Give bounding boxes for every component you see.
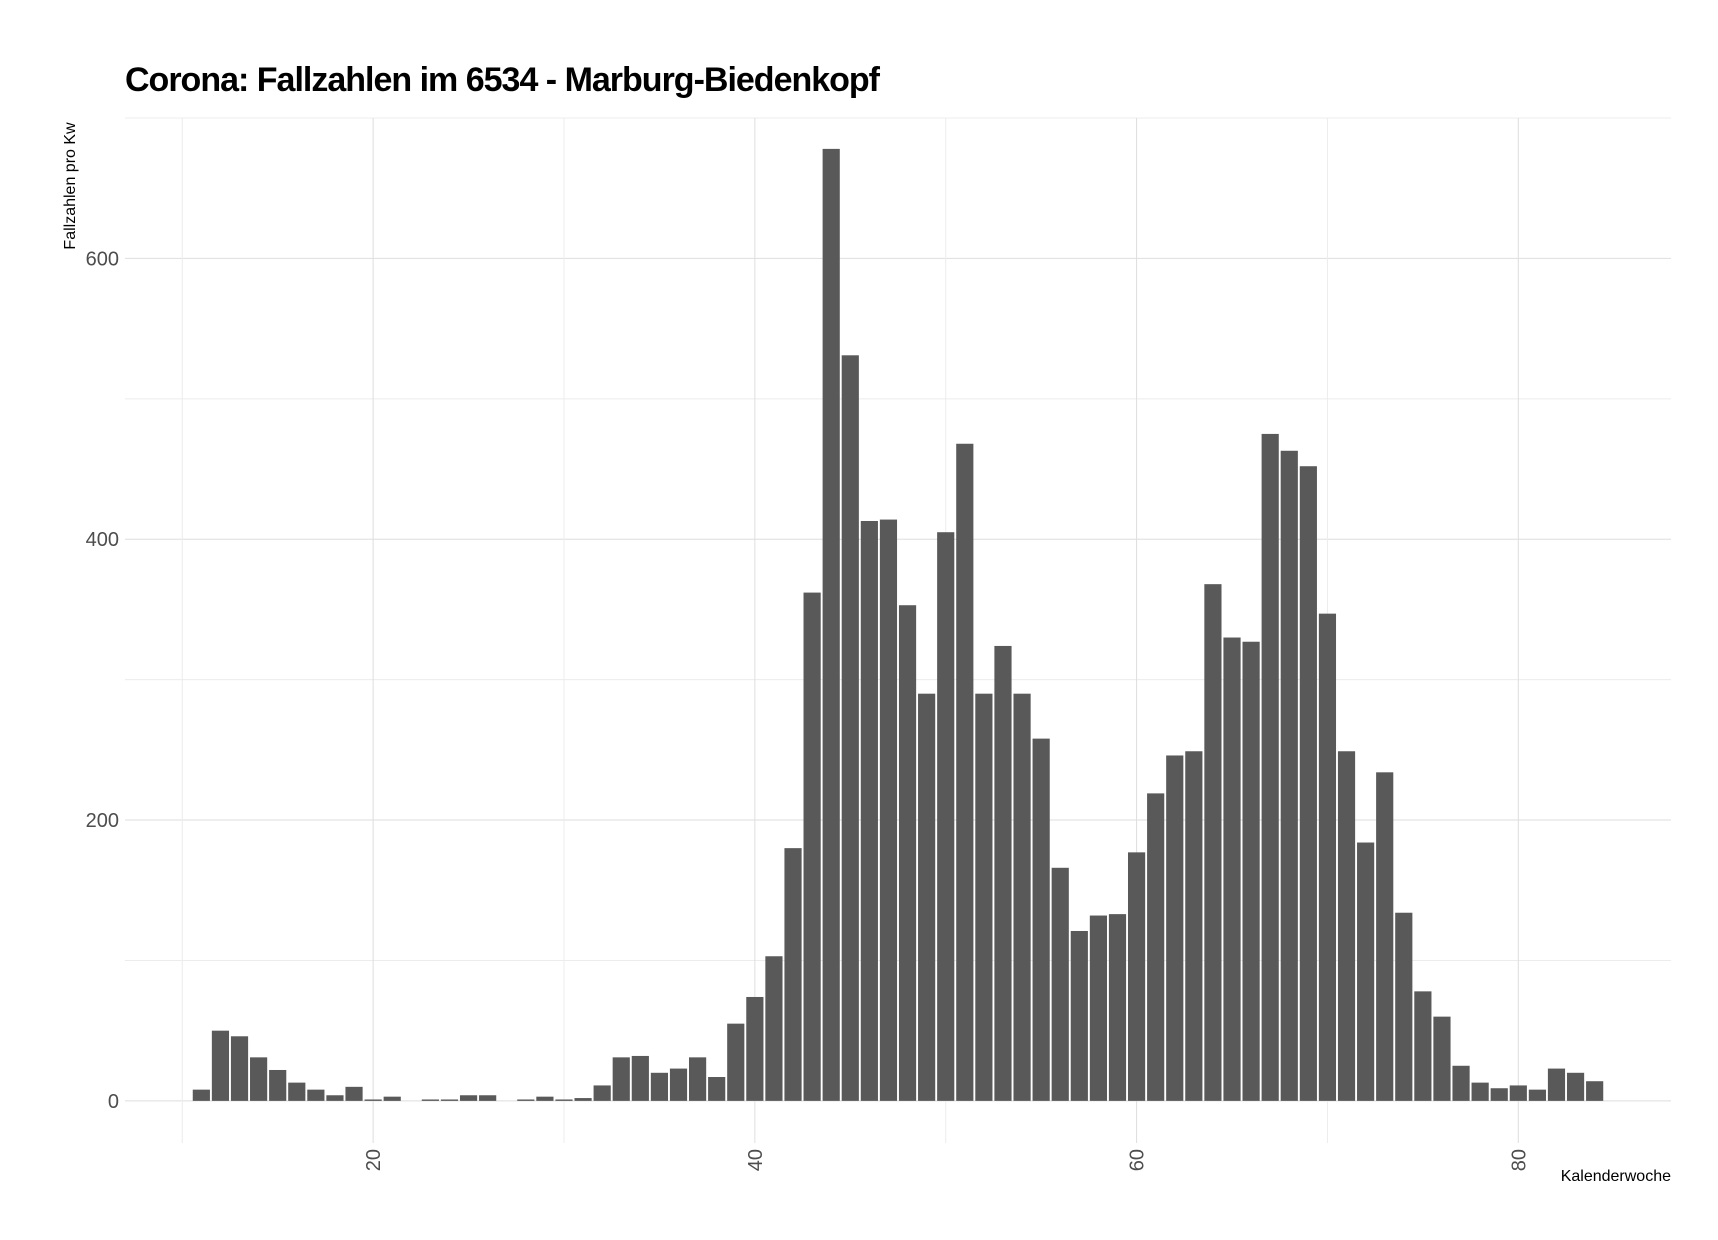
y-tick-label: 0 [108,1091,119,1113]
bar [1051,867,1069,1101]
bar [631,1055,649,1101]
bar [1070,930,1088,1101]
bar [860,520,878,1101]
bar [650,1072,669,1101]
bar [574,1098,592,1101]
x-tick-label: 20 [363,1149,385,1171]
grid [125,117,1671,1143]
bar [898,605,917,1101]
x-axis-label: Kalenderwoche [1561,1168,1671,1185]
bar [1566,1072,1585,1101]
bar [421,1099,439,1101]
bar [1032,738,1050,1101]
bar [784,848,802,1101]
bar [479,1095,497,1101]
bar [1471,1082,1489,1101]
bar [1509,1085,1527,1101]
y-tick-label: 400 [86,529,119,551]
bar [822,148,840,1101]
bar [1299,466,1317,1101]
x-tick-label: 40 [745,1149,767,1171]
bar [459,1095,478,1101]
bar [555,1099,573,1101]
bar [727,1023,745,1101]
bar [1280,450,1298,1101]
bar [1242,641,1260,1101]
bar [1127,852,1146,1101]
bar [1414,991,1432,1101]
bar [765,956,783,1101]
bar [593,1085,611,1101]
bar [841,355,859,1101]
bar [1223,637,1241,1101]
bar [536,1096,554,1101]
bar [708,1077,726,1101]
bar [269,1069,287,1101]
bar [192,1089,210,1101]
bar [746,996,764,1101]
bar [1166,755,1184,1101]
bar [937,532,955,1101]
bar [956,443,974,1101]
y-axis-label: Fallzahlen pro Kw [62,122,79,250]
bar [1395,912,1413,1101]
bar [918,693,936,1101]
bar [1337,751,1356,1101]
bars [192,148,1604,1101]
bar [1586,1081,1604,1101]
chart-title: Corona: Fallzahlen im 6534 - Marburg-Bie… [125,61,881,99]
bar [364,1099,382,1101]
bar [383,1096,401,1101]
bar [1013,693,1031,1101]
bar [1261,433,1279,1101]
bar [1147,793,1165,1101]
bar [288,1082,306,1101]
bar [1452,1065,1470,1101]
bar [1318,613,1337,1101]
bar [975,693,993,1101]
y-tick-label: 600 [86,248,119,270]
bar [517,1099,535,1101]
bar [1108,914,1127,1101]
x-axis-ticks: 20 40 60 80 [363,1149,1530,1171]
bar [1204,584,1222,1101]
y-axis-ticks: 0 200 400 600 [86,248,119,1112]
bar [669,1068,688,1101]
bar [1547,1068,1566,1101]
bar [689,1057,707,1101]
bar [1089,915,1107,1101]
x-tick-label: 80 [1508,1149,1530,1171]
bar [1376,772,1394,1101]
bar [1185,751,1203,1101]
bar [307,1089,325,1101]
bar [326,1095,344,1101]
bar [612,1057,630,1101]
bar [1433,1016,1451,1101]
bar [211,1030,230,1101]
bar [250,1057,268,1101]
bar [230,1036,249,1101]
bar [803,592,821,1101]
bar [879,519,898,1101]
y-tick-label: 200 [86,810,119,832]
bar [994,645,1012,1101]
bar [440,1099,459,1101]
bar [345,1086,363,1101]
bar [1490,1088,1508,1101]
x-tick-label: 60 [1127,1149,1149,1171]
bar [1357,842,1375,1101]
bar [1528,1089,1546,1101]
